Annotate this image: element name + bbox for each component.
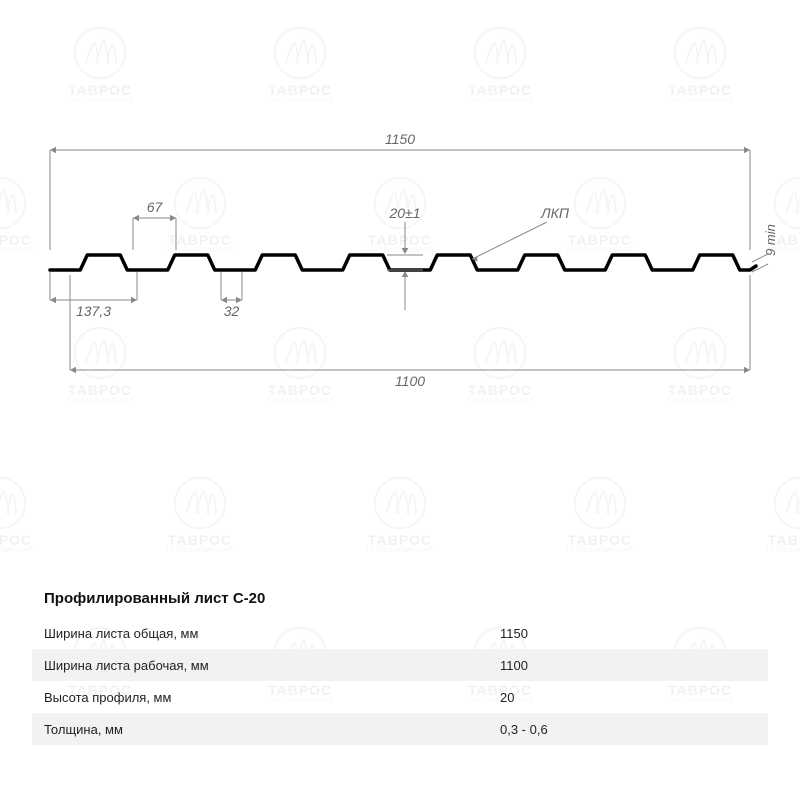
spec-table: Профилированный лист С-20 Ширина листа о… bbox=[32, 580, 768, 745]
spec-row: Толщина, мм0,3 - 0,6 bbox=[32, 713, 768, 745]
spec-label: Ширина листа рабочая, мм bbox=[32, 658, 492, 673]
spec-label: Ширина листа общая, мм bbox=[32, 626, 492, 641]
spec-row: Высота профиля, мм20 bbox=[32, 681, 768, 713]
svg-text:ЛКП: ЛКП bbox=[540, 205, 570, 221]
svg-text:137,3: 137,3 bbox=[76, 303, 111, 319]
svg-text:32: 32 bbox=[224, 303, 240, 319]
svg-text:20±1: 20±1 bbox=[388, 205, 420, 221]
svg-text:1100: 1100 bbox=[395, 373, 425, 389]
technical-diagram: 1150 1100 67 137,3 32 20±1 ЛКП 9 min bbox=[0, 0, 800, 520]
spec-label: Толщина, мм bbox=[32, 722, 492, 737]
svg-text:1150: 1150 bbox=[385, 131, 415, 147]
spec-value: 0,3 - 0,6 bbox=[492, 722, 768, 737]
spec-table-title: Профилированный лист С-20 bbox=[32, 580, 768, 617]
spec-row: Ширина листа рабочая, мм1100 bbox=[32, 649, 768, 681]
spec-row: Ширина листа общая, мм1150 bbox=[32, 617, 768, 649]
spec-value: 1100 bbox=[492, 658, 768, 673]
spec-value: 20 bbox=[492, 690, 768, 705]
spec-label: Высота профиля, мм bbox=[32, 690, 492, 705]
svg-text:67: 67 bbox=[147, 199, 164, 215]
spec-value: 1150 bbox=[492, 626, 768, 641]
svg-text:9 min: 9 min bbox=[763, 224, 778, 256]
